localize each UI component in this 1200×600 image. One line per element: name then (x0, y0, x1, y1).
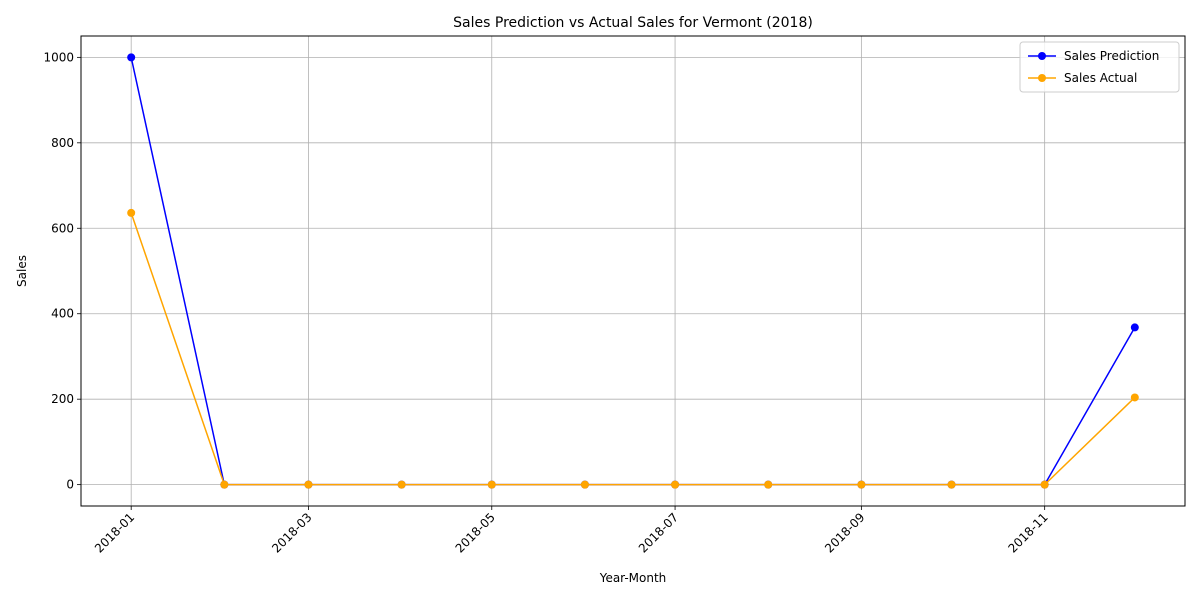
data-point (857, 480, 866, 489)
y-tick-label: 200 (51, 392, 74, 406)
legend-item: Sales Prediction (1028, 49, 1159, 63)
data-point (304, 480, 313, 489)
x-axis-ticks: 2018-01 2018-03 2018-05 2018-07 2018-09 2018-… (92, 506, 1051, 556)
y-tick-label: 600 (51, 221, 74, 235)
data-point (397, 480, 406, 489)
data-point (671, 480, 680, 489)
grid (81, 36, 1185, 506)
x-tick-label: 2018-03 (269, 510, 314, 555)
y-axis-ticks: 0 200 400 600 800 1000 (43, 50, 81, 492)
data-point (947, 480, 956, 489)
chart-title: Sales Prediction vs Actual Sales for Ver… (453, 15, 813, 31)
data-point (580, 480, 589, 489)
series-sales-prediction (127, 53, 1139, 489)
y-tick-label: 800 (51, 136, 74, 150)
plot-frame (80, 35, 1186, 507)
data-point (127, 53, 136, 62)
data-point (1130, 323, 1139, 332)
legend-label: Sales Prediction (1064, 49, 1159, 63)
x-tick-label: 2018-09 (822, 510, 867, 555)
x-axis-label: Year-Month (599, 571, 667, 585)
series-layer (127, 53, 1139, 489)
data-point (1040, 480, 1049, 489)
y-tick-label: 400 (51, 307, 74, 321)
data-point (764, 480, 773, 489)
x-tick-label: 2018-05 (453, 510, 498, 555)
x-tick-label: 2018-07 (636, 510, 681, 555)
legend-label: Sales Actual (1064, 71, 1137, 85)
y-axis-label: Sales (15, 255, 29, 287)
x-tick-label: 2018-01 (92, 510, 137, 555)
legend-marker (1038, 52, 1046, 60)
x-tick-label: 2018-11 (1005, 510, 1050, 555)
y-tick-label: 1000 (43, 50, 74, 64)
data-point (127, 208, 136, 217)
legend: Sales Prediction Sales Actual (1019, 41, 1180, 93)
data-point (487, 480, 496, 489)
series-line (130, 57, 1136, 486)
legend-marker (1038, 74, 1046, 82)
series-sales-actual (127, 208, 1139, 489)
legend-item: Sales Actual (1028, 71, 1137, 85)
legend-box (1019, 41, 1180, 93)
data-point (220, 480, 229, 489)
data-point (1130, 393, 1139, 402)
y-tick-label: 0 (66, 478, 74, 492)
series-line (130, 212, 1136, 486)
